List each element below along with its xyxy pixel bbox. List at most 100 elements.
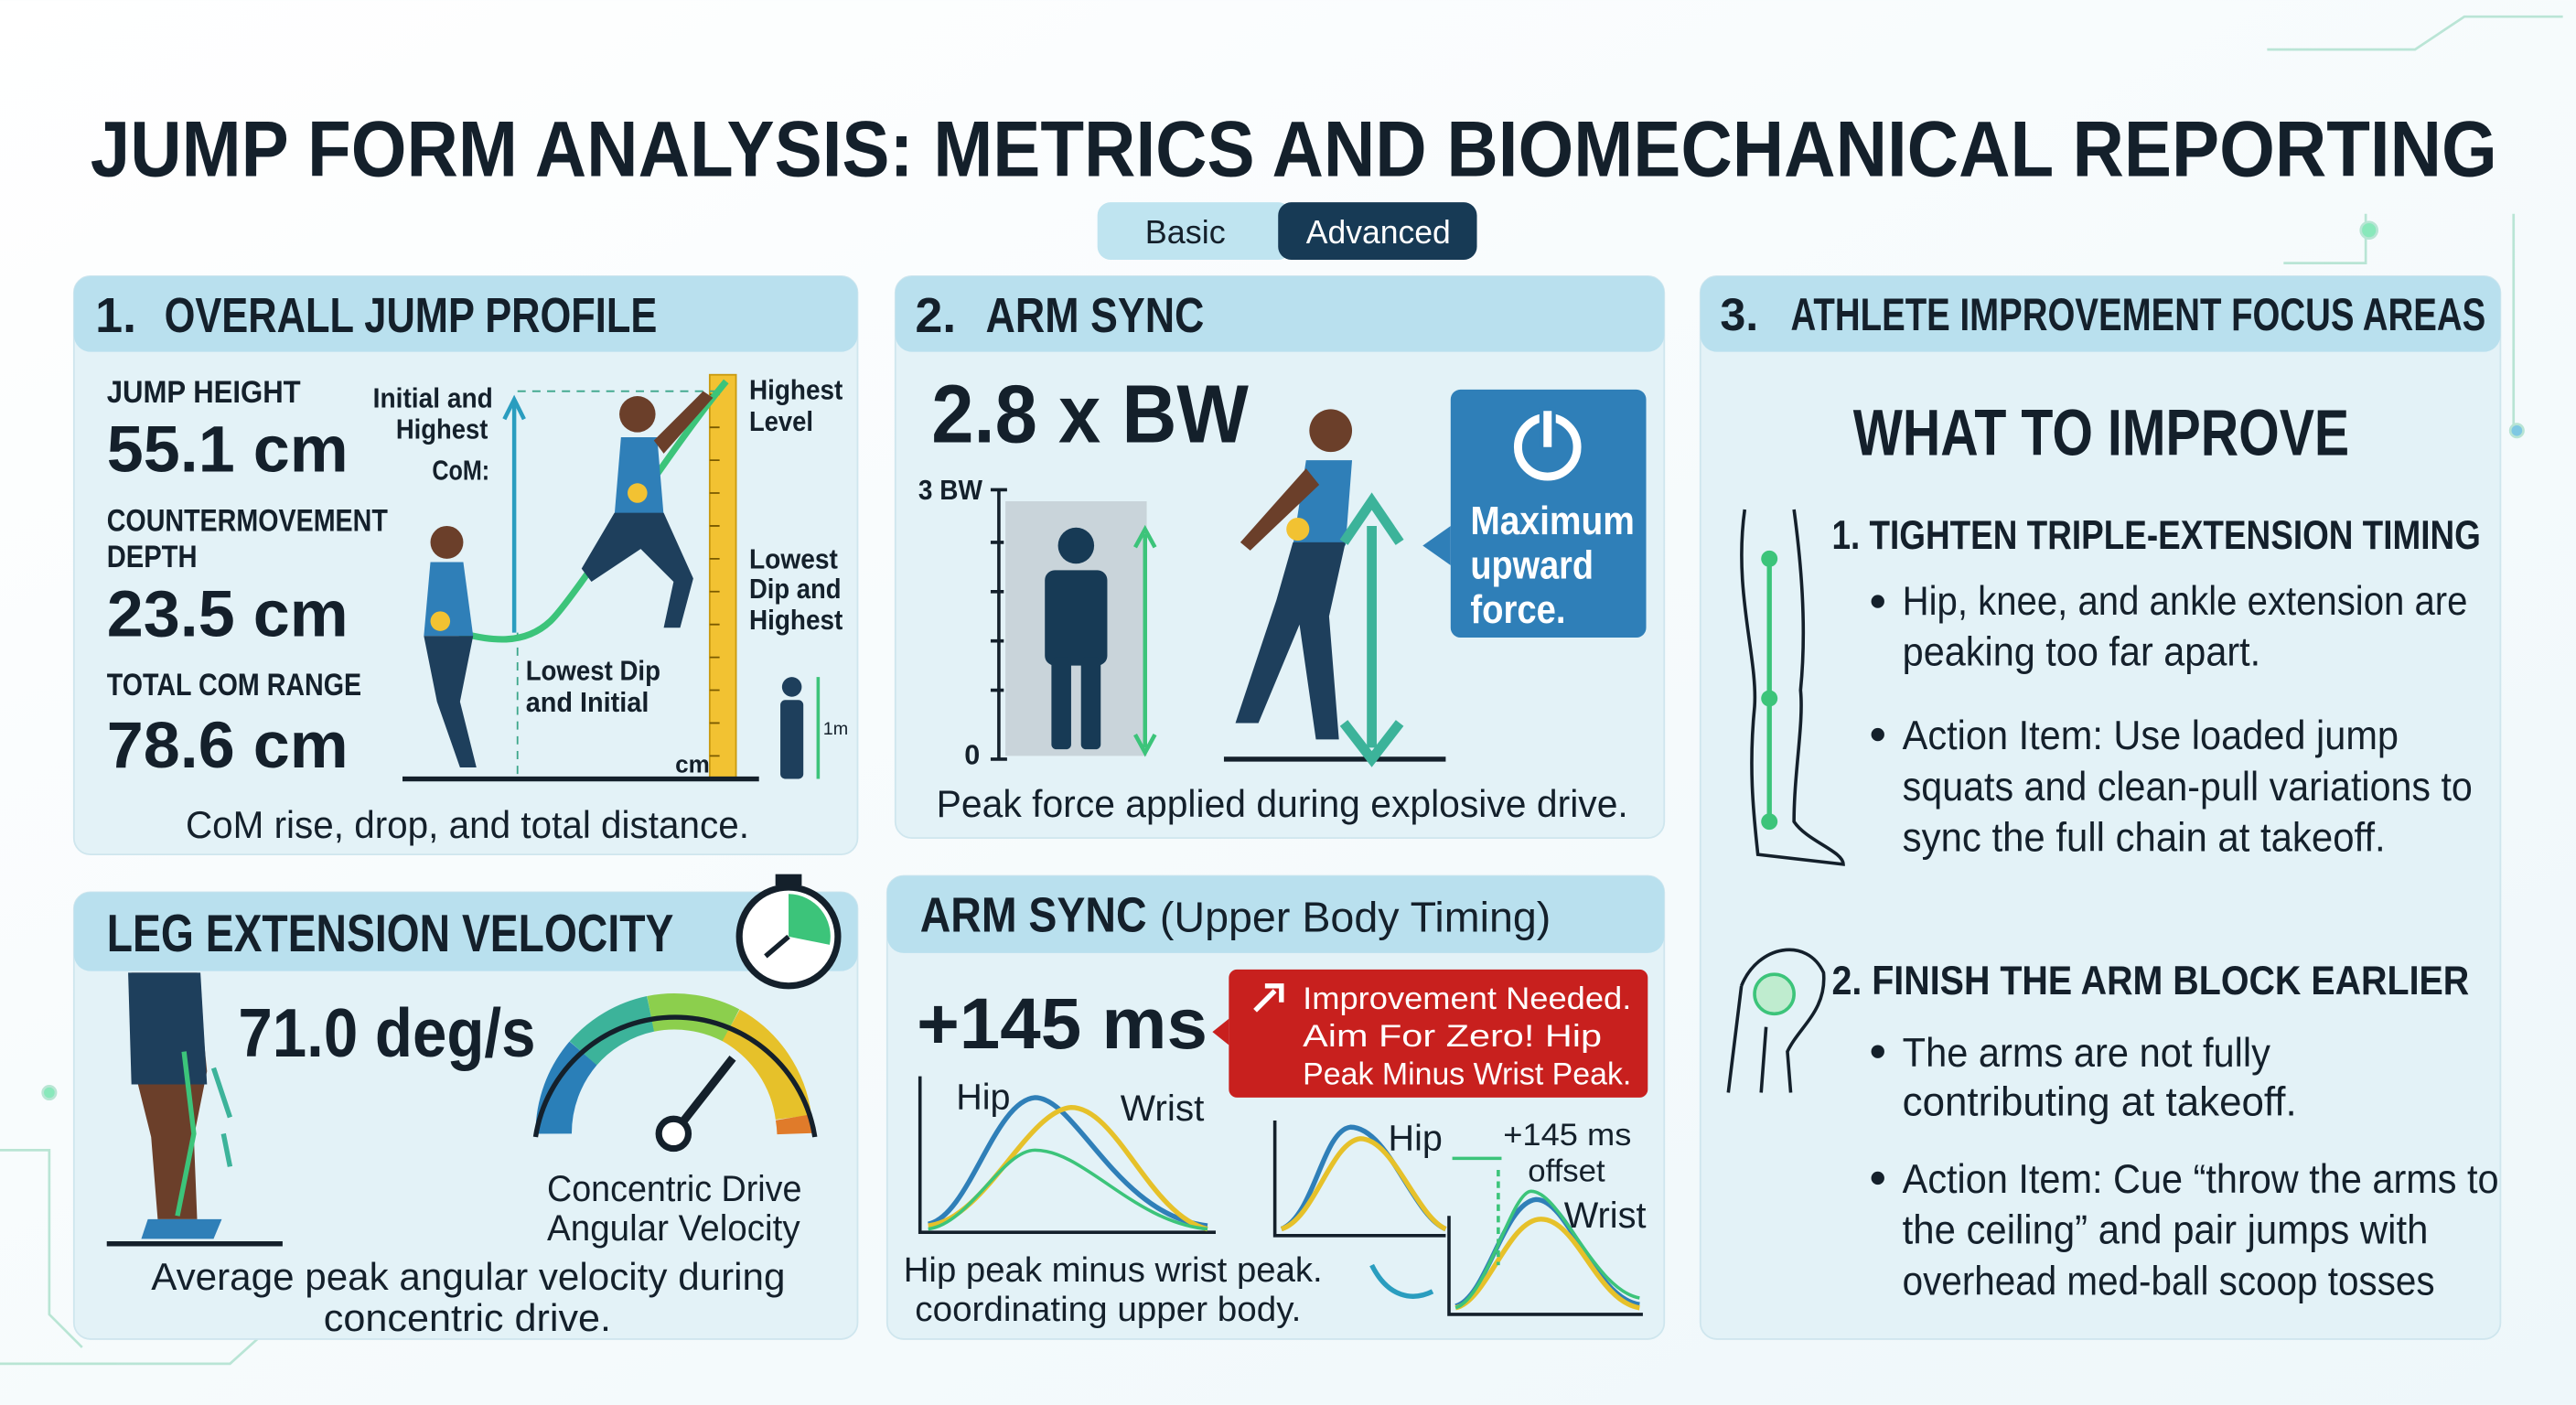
gauge (532, 993, 818, 1153)
panel-header (73, 275, 858, 352)
item-title: 2. FINISH THE ARM BLOCK EARLIER (1831, 957, 2469, 1003)
alert-pointer (1212, 1018, 1229, 1046)
toggle-basic[interactable] (1097, 202, 1292, 260)
axis-ticks (990, 488, 1007, 761)
panel-title: ARM SYNC (920, 888, 1147, 943)
toggle-label[interactable]: Advanced (1306, 213, 1451, 251)
panel-header (73, 892, 858, 971)
athlete-jump (581, 391, 714, 628)
athlete-crouch (424, 525, 477, 767)
metric-label: TOTAL COM RANGE (107, 668, 361, 702)
chart-label: Wrist (1121, 1089, 1205, 1129)
callout-box (1450, 389, 1647, 638)
timing-chart (918, 1076, 1216, 1234)
annotation: CoM: (432, 456, 489, 487)
scale-person (780, 677, 804, 779)
section-heading: WHAT TO IMPROVE (1853, 397, 2349, 470)
page-title: JUMP FORM ANALYSIS: METRICS AND BIOMECHA… (91, 105, 2497, 193)
bullet-text: contributing at takeoff. (1903, 1078, 2297, 1125)
chart-label: Hip (1389, 1118, 1443, 1158)
alert-box (1229, 969, 1648, 1098)
bullet-text: peaking too far apart. (1903, 628, 2261, 675)
bullet-text: squats and clean-pull variations to (1903, 763, 2473, 810)
metric-value: 71.0 deg/s (238, 994, 535, 1071)
arrow-head (502, 394, 526, 421)
athlete-drive (1223, 409, 1446, 762)
caption: CoM rise, drop, and total distance. (186, 804, 749, 846)
panel-header (895, 275, 1665, 352)
person-icon (1045, 527, 1108, 750)
annotation: Lowest (749, 544, 838, 575)
chart-label: offset (1528, 1154, 1605, 1189)
bullet-text: overhead med-ball scoop tosses (1903, 1257, 2435, 1303)
arrow-head (1339, 492, 1404, 767)
stopwatch-icon (735, 874, 842, 990)
caption: Average peak angular velocity during (151, 1256, 785, 1298)
bullet (1871, 595, 1884, 608)
bullet (1871, 727, 1884, 742)
panel-subtitle: (Upper Body Timing) (1160, 894, 1551, 941)
annotation: Dip and (749, 574, 842, 605)
toggle-label[interactable]: Basic (1145, 213, 1226, 251)
shoulder-outline (1726, 948, 1826, 1093)
bullet (1871, 1045, 1884, 1058)
leg-outline (1740, 509, 1845, 866)
metric-value: 55.1 cm (107, 413, 349, 487)
com-path (442, 379, 729, 643)
gauge-label: Angular Velocity (547, 1208, 800, 1249)
offset-chart (1272, 1121, 1643, 1316)
metric-label: JUMP HEIGHT (107, 375, 301, 410)
annotation: Highest (749, 375, 843, 406)
caption: Peak force applied during explosive driv… (937, 783, 1628, 825)
axis-label: 0 (964, 739, 980, 770)
bullet-text: Hip, knee, and ankle extension are (1903, 577, 2468, 624)
callout-text: Maximum (1470, 499, 1635, 543)
annotation: Initial and (373, 383, 493, 414)
panel-number: 1. (95, 288, 136, 343)
annotation: cm (675, 750, 710, 778)
caption: Hip peak minus wrist peak. (904, 1250, 1323, 1289)
toggle-advanced[interactable] (1278, 202, 1477, 260)
metric-value: 2.8 x BW (931, 369, 1249, 460)
callout-text: force. (1470, 588, 1565, 632)
caption: concentric drive. (324, 1297, 611, 1339)
panel-title: ARM SYNC (986, 288, 1205, 343)
annotation: and Initial (526, 687, 649, 718)
item-title: 1. TIGHTEN TRIPLE-EXTENSION TIMING (1831, 511, 2480, 558)
annotation: 1m (823, 719, 848, 739)
metric-value: +145 ms (917, 982, 1208, 1064)
overall-jump-profile-panel: 1. OVERALL JUMP PROFILE JUMP HEIGHT 55.1… (72, 275, 859, 856)
alert-text: Aim For Zero! Hip (1303, 1019, 1602, 1054)
leg-extension-velocity-panel: LEG EXTENSION VELOCITY 71.0 deg/s Co (72, 874, 859, 1340)
alert-text: Improvement Needed. (1303, 981, 1631, 1016)
panel-title: OVERALL JUMP PROFILE (165, 288, 658, 343)
caption: coordinating upper body. (915, 1290, 1301, 1328)
metric-label: COUNTERMOVEMENT (107, 503, 388, 538)
arm-sync-force-panel: 2. ARM SYNC 2.8 x BW 3 BW 0 Maximum upwa (894, 275, 1666, 840)
gauge-label: Concentric Drive (547, 1169, 801, 1209)
annotation: Level (749, 406, 813, 437)
arm-sync-timing-panel: ARM SYNC (Upper Body Timing) +145 ms Imp… (886, 874, 1666, 1340)
circuit-decoration (0, 15, 2563, 1366)
chart-label: Wrist (1564, 1196, 1647, 1236)
panel-title: ATHLETE IMPROVEMENT FOCUS AREAS (1791, 288, 2486, 340)
mode-toggle: Basic Advanced (1097, 202, 1477, 260)
metric-value: 78.6 cm (107, 709, 349, 782)
improvement-focus-panel: 3. ATHLETE IMPROVEMENT FOCUS AREAS WHAT … (1699, 275, 2502, 1340)
axis-label: 3 BW (918, 475, 982, 506)
chart-label: +145 ms (1503, 1118, 1631, 1153)
chart-label: Hip (956, 1077, 1010, 1117)
bullet-text: Action Item: Cue “throw the arms to (1903, 1155, 2499, 1202)
bullet-text: the ceiling” and pair jumps with (1903, 1207, 2429, 1253)
panel-header (886, 875, 1665, 953)
bullet-text: sync the full chain at takeoff. (1903, 814, 2386, 861)
annotation: Highest (396, 414, 488, 445)
callout-pointer (1422, 525, 1451, 566)
metric-label: DEPTH (107, 540, 198, 574)
jump-diagram (402, 373, 821, 782)
panel-number: 2. (915, 288, 956, 343)
wrench-icon (1253, 983, 1284, 1013)
arrow-head (1133, 524, 1157, 757)
alert-text: Peak Minus Wrist Peak. (1303, 1057, 1631, 1092)
